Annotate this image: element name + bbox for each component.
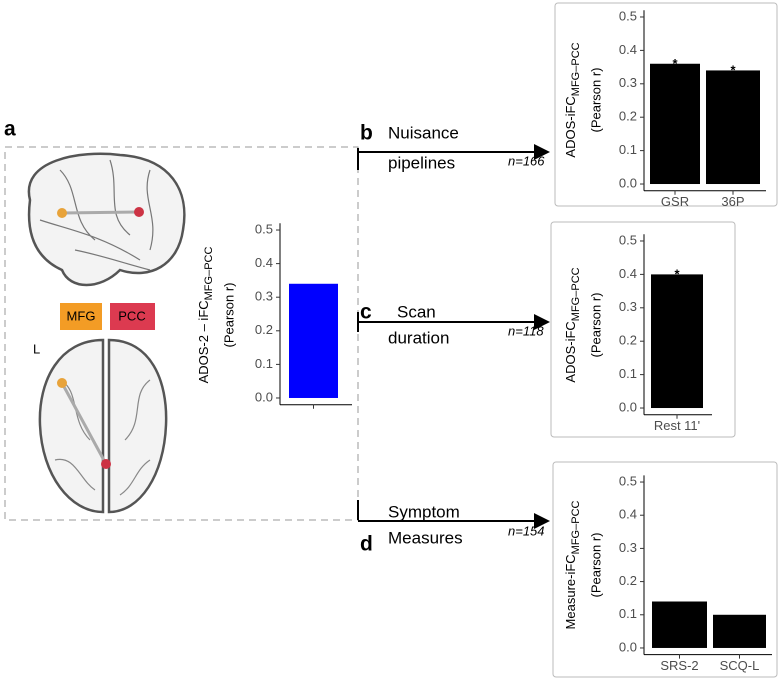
connection — [60, 382, 108, 465]
pcc-label: PCC — [118, 308, 145, 323]
arrow-label: Scan — [397, 302, 436, 321]
arrow-label: Symptom — [388, 502, 460, 521]
y-tick-label: 0.4 — [619, 266, 637, 281]
y-tick-label: 0.5 — [619, 8, 637, 23]
arrow-label: duration — [388, 328, 449, 347]
y-axis-label: ADOS-iFCMFG–PCC — [563, 42, 581, 157]
y-tick-label: 0.1 — [255, 356, 273, 371]
mfg-box — [60, 303, 102, 330]
x-tick-label: Rest 11' — [654, 418, 700, 433]
sample-size: n=166 — [508, 153, 545, 168]
y-axis-label-sub: MFG–PCC — [203, 247, 215, 301]
hemisphere-label: L — [33, 341, 40, 356]
significance: * — [730, 62, 736, 77]
x-tick-label: GSR — [661, 194, 689, 209]
y-axis-label: (Pearson r) — [221, 282, 236, 347]
bar — [651, 274, 703, 409]
y-tick-label: 0.2 — [619, 573, 637, 588]
y-axis-label-sub: MFG–PCC — [570, 500, 582, 554]
sample-size: n=118 — [508, 323, 544, 338]
significance: * — [672, 56, 678, 71]
panel-label: a — [4, 118, 16, 141]
y-tick-label: 0.1 — [619, 366, 637, 381]
y-tick-label: 0.1 — [619, 606, 637, 621]
arrows — [357, 144, 550, 529]
y-tick-label: 0.0 — [619, 399, 637, 414]
bar — [289, 283, 338, 398]
y-tick-label: 0.2 — [619, 333, 637, 348]
brain-lateral — [27, 152, 186, 287]
y-axis-label-sub: MFG–PCC — [570, 42, 582, 96]
arrow-label: Nuisance — [388, 123, 459, 142]
panel-frame — [4, 146, 359, 521]
y-axis-label-main: ADOS-iFC — [563, 96, 578, 157]
y-tick-label: 0.5 — [255, 221, 273, 236]
panel-label: b — [360, 122, 373, 145]
bar — [706, 70, 760, 185]
y-tick-label: 0.2 — [619, 109, 637, 124]
bar — [713, 614, 766, 648]
y-tick-label: 0.0 — [255, 389, 273, 404]
y-tick-label: 0.2 — [255, 322, 273, 337]
mfg-label: MFG — [67, 308, 96, 323]
y-axis-label: ADOS-iFCMFG–PCC — [563, 267, 581, 382]
chart-frame — [550, 221, 736, 438]
brain-axial — [38, 338, 168, 514]
sample-size: n=154 — [508, 523, 545, 538]
y-tick-label: 0.4 — [619, 42, 637, 57]
y-axis-label: (Pearson r) — [588, 292, 603, 357]
arrow-label: pipelines — [388, 153, 455, 172]
connection — [61, 210, 140, 215]
bar — [650, 63, 700, 185]
pcc-box — [110, 303, 155, 330]
significance: * — [674, 266, 680, 281]
arrow-label: Measures — [388, 528, 463, 547]
x-tick-label: 36P — [721, 194, 744, 209]
y-tick-label: 0.3 — [619, 75, 637, 90]
mfg-node — [57, 208, 67, 218]
y-tick-label: 0.0 — [619, 175, 637, 190]
bar — [652, 601, 707, 648]
pcc-node — [134, 207, 144, 217]
chart-frame — [552, 461, 778, 678]
y-axis-label-sub: MFG–PCC — [570, 267, 582, 321]
y-axis-label-main: Measure-iFC — [563, 554, 578, 629]
y-tick-label: 0.3 — [619, 540, 637, 555]
pcc-node — [101, 459, 111, 469]
y-tick-label: 0.0 — [619, 639, 637, 654]
y-tick-label: 0.4 — [255, 255, 273, 270]
y-tick-label: 0.1 — [619, 142, 637, 157]
y-tick-label: 0.5 — [619, 473, 637, 488]
mfg-node — [57, 378, 67, 388]
panel-label: d — [360, 533, 373, 556]
panel-label: c — [360, 301, 372, 324]
y-axis-label: (Pearson r) — [588, 67, 603, 132]
y-tick-label: 0.3 — [619, 299, 637, 314]
y-tick-label: 0.5 — [619, 232, 637, 247]
y-axis-label: Measure-iFCMFG–PCC — [563, 500, 581, 629]
chart-frame — [554, 2, 778, 207]
y-tick-label: 0.3 — [255, 289, 273, 304]
y-axis-label-main: ADOS-iFC — [563, 321, 578, 382]
y-axis-label: ADOS-2 – iFCMFG–PCC — [196, 247, 214, 384]
x-tick-label: SCQ-L — [720, 658, 760, 673]
x-tick-label: SRS-2 — [660, 658, 698, 673]
y-tick-label: 0.4 — [619, 507, 637, 522]
y-axis-label-main: ADOS-2 – iFC — [196, 300, 211, 383]
y-axis-label: (Pearson r) — [588, 532, 603, 597]
